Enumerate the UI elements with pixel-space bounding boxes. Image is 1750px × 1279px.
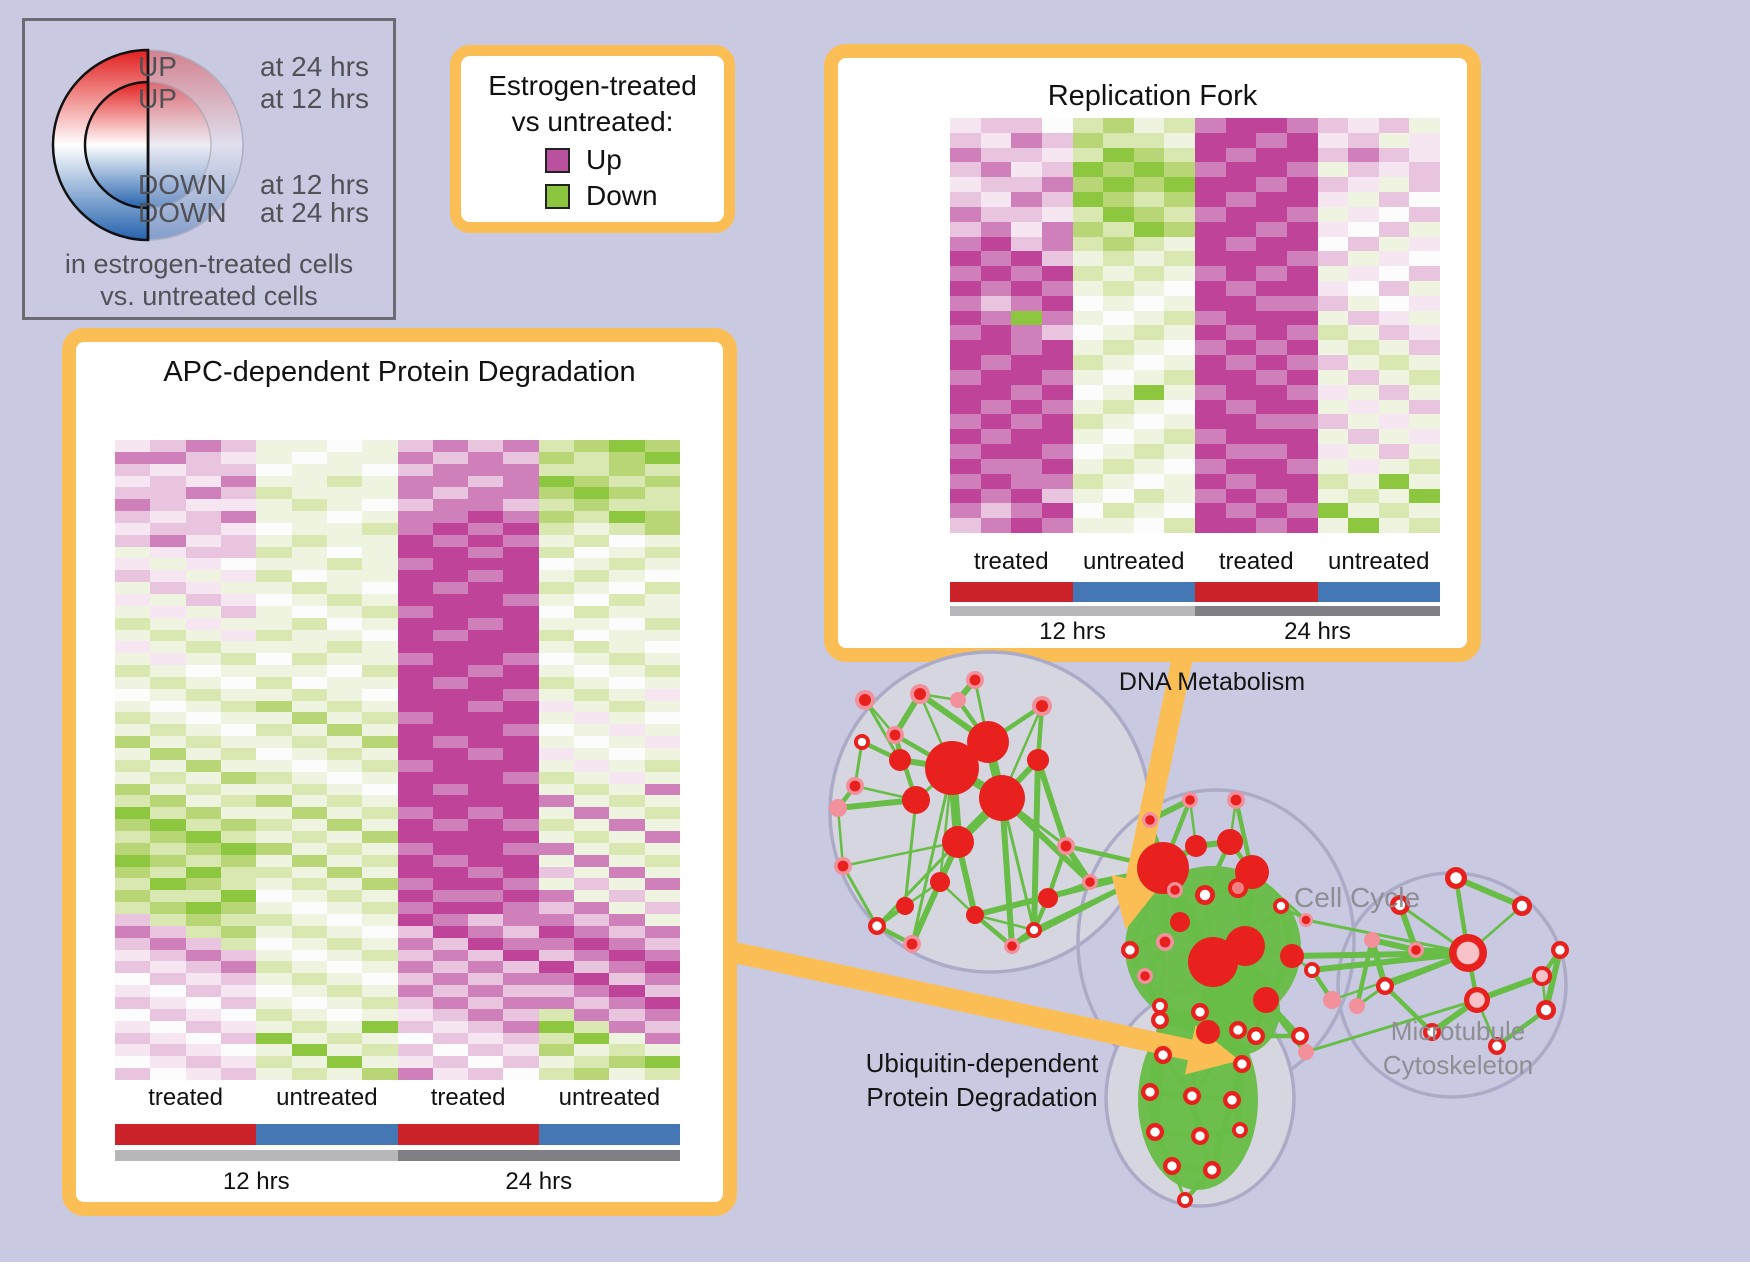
rf-24hrs-label: 24 hrs	[1284, 618, 1351, 645]
cluster-label: Microtubule Cytoskeleton	[1382, 1016, 1534, 1081]
apc-group-label-2: untreated	[276, 1084, 378, 1111]
updown-time-1: at 24 hrs	[260, 51, 369, 82]
rf-group-label-1: treated	[973, 548, 1049, 575]
apc-12hrs-label: 12 hrs	[222, 1168, 290, 1195]
rf-group-label-2: untreated	[1083, 548, 1185, 575]
rf-panel-title: Replication Fork	[1047, 80, 1258, 112]
legend-item-down: Down	[545, 180, 658, 212]
updown-word-2: UP	[138, 83, 177, 114]
apc-condition-bar	[115, 1124, 680, 1145]
estrogen-legend-box: Estrogen-treated vs untreated: Up Down	[450, 45, 735, 233]
apc-group-label-3: treated	[430, 1084, 506, 1111]
apc-treated-12-bar	[115, 1124, 257, 1145]
updown-footer-line2: vs. untreated cells	[100, 281, 318, 311]
apc-12hrs-bar	[115, 1150, 398, 1161]
rf-heatmap	[950, 118, 1440, 533]
updown-word-1: UP	[138, 51, 177, 82]
rf-12hrs-label: 12 hrs	[1039, 618, 1106, 645]
rf-treated-24-bar	[1195, 582, 1318, 602]
apc-panel-title: APC-dependent Protein Degradation	[163, 356, 636, 388]
rf-time-bar	[950, 606, 1440, 616]
up-color-swatch	[545, 147, 570, 173]
rf-group-labels: treated untreated treated untreated	[950, 548, 1440, 576]
updown-time-4: at 24 hrs	[260, 197, 369, 228]
estrogen-legend-title-line2: vs untreated:	[511, 106, 674, 137]
apc-untreated-24-bar	[538, 1124, 680, 1145]
updown-legend-box: UP at 24 hrs UP at 12 hrs DOWN at 12 hrs…	[22, 18, 396, 320]
rf-condition-bar	[950, 582, 1440, 602]
updown-word-4: DOWN	[138, 197, 227, 228]
bottom-margin	[0, 1262, 1750, 1279]
apc-hour-labels: 12 hrs 24 hrs	[115, 1168, 680, 1196]
apc-time-bar	[115, 1150, 680, 1161]
rf-untreated-12-bar	[1072, 582, 1195, 602]
rf-24hrs-bar	[1195, 606, 1440, 616]
replication-fork-panel: Replication Fork treated untreated treat…	[824, 44, 1481, 662]
apc-heatmap	[115, 440, 680, 1080]
apc-group-label-4: untreated	[558, 1084, 661, 1111]
cluster-label: DNA Metabolism	[1118, 668, 1306, 696]
down-color-swatch	[545, 183, 570, 209]
apc-24hrs-label: 24 hrs	[505, 1168, 573, 1195]
apc-untreated-12-bar	[256, 1124, 398, 1145]
rf-group-label-4: untreated	[1328, 548, 1430, 575]
updown-word-3: DOWN	[138, 169, 227, 200]
updown-time-2: at 12 hrs	[260, 83, 369, 114]
cluster-label: Ubiquitin-dependent Protein Degradation	[865, 1048, 1099, 1113]
legend-item-down-label: Down	[586, 180, 658, 211]
apc-panel: APC-dependent Protein Degradation treate…	[62, 328, 737, 1216]
apc-group-labels: treated untreated treated untreated	[115, 1084, 680, 1112]
apc-24hrs-bar	[397, 1150, 680, 1161]
updown-time-3: at 12 hrs	[260, 169, 369, 200]
legend-item-up-label: Up	[586, 144, 622, 175]
estrogen-legend-title-line1: Estrogen-treated	[488, 70, 697, 101]
rf-treated-12-bar	[950, 582, 1073, 602]
apc-treated-24-bar	[397, 1124, 539, 1145]
updown-footer-line1: in estrogen-treated cells	[64, 249, 354, 279]
rf-group-label-3: treated	[1218, 548, 1294, 575]
apc-group-label-1: treated	[148, 1084, 223, 1111]
updown-circle-icon	[51, 48, 244, 242]
rf-12hrs-bar	[950, 606, 1195, 616]
rf-untreated-24-bar	[1317, 582, 1440, 602]
rf-hour-labels: 12 hrs 24 hrs	[950, 618, 1440, 646]
legend-item-up: Up	[545, 144, 622, 176]
cluster-label: Cell Cycle	[1293, 882, 1421, 913]
